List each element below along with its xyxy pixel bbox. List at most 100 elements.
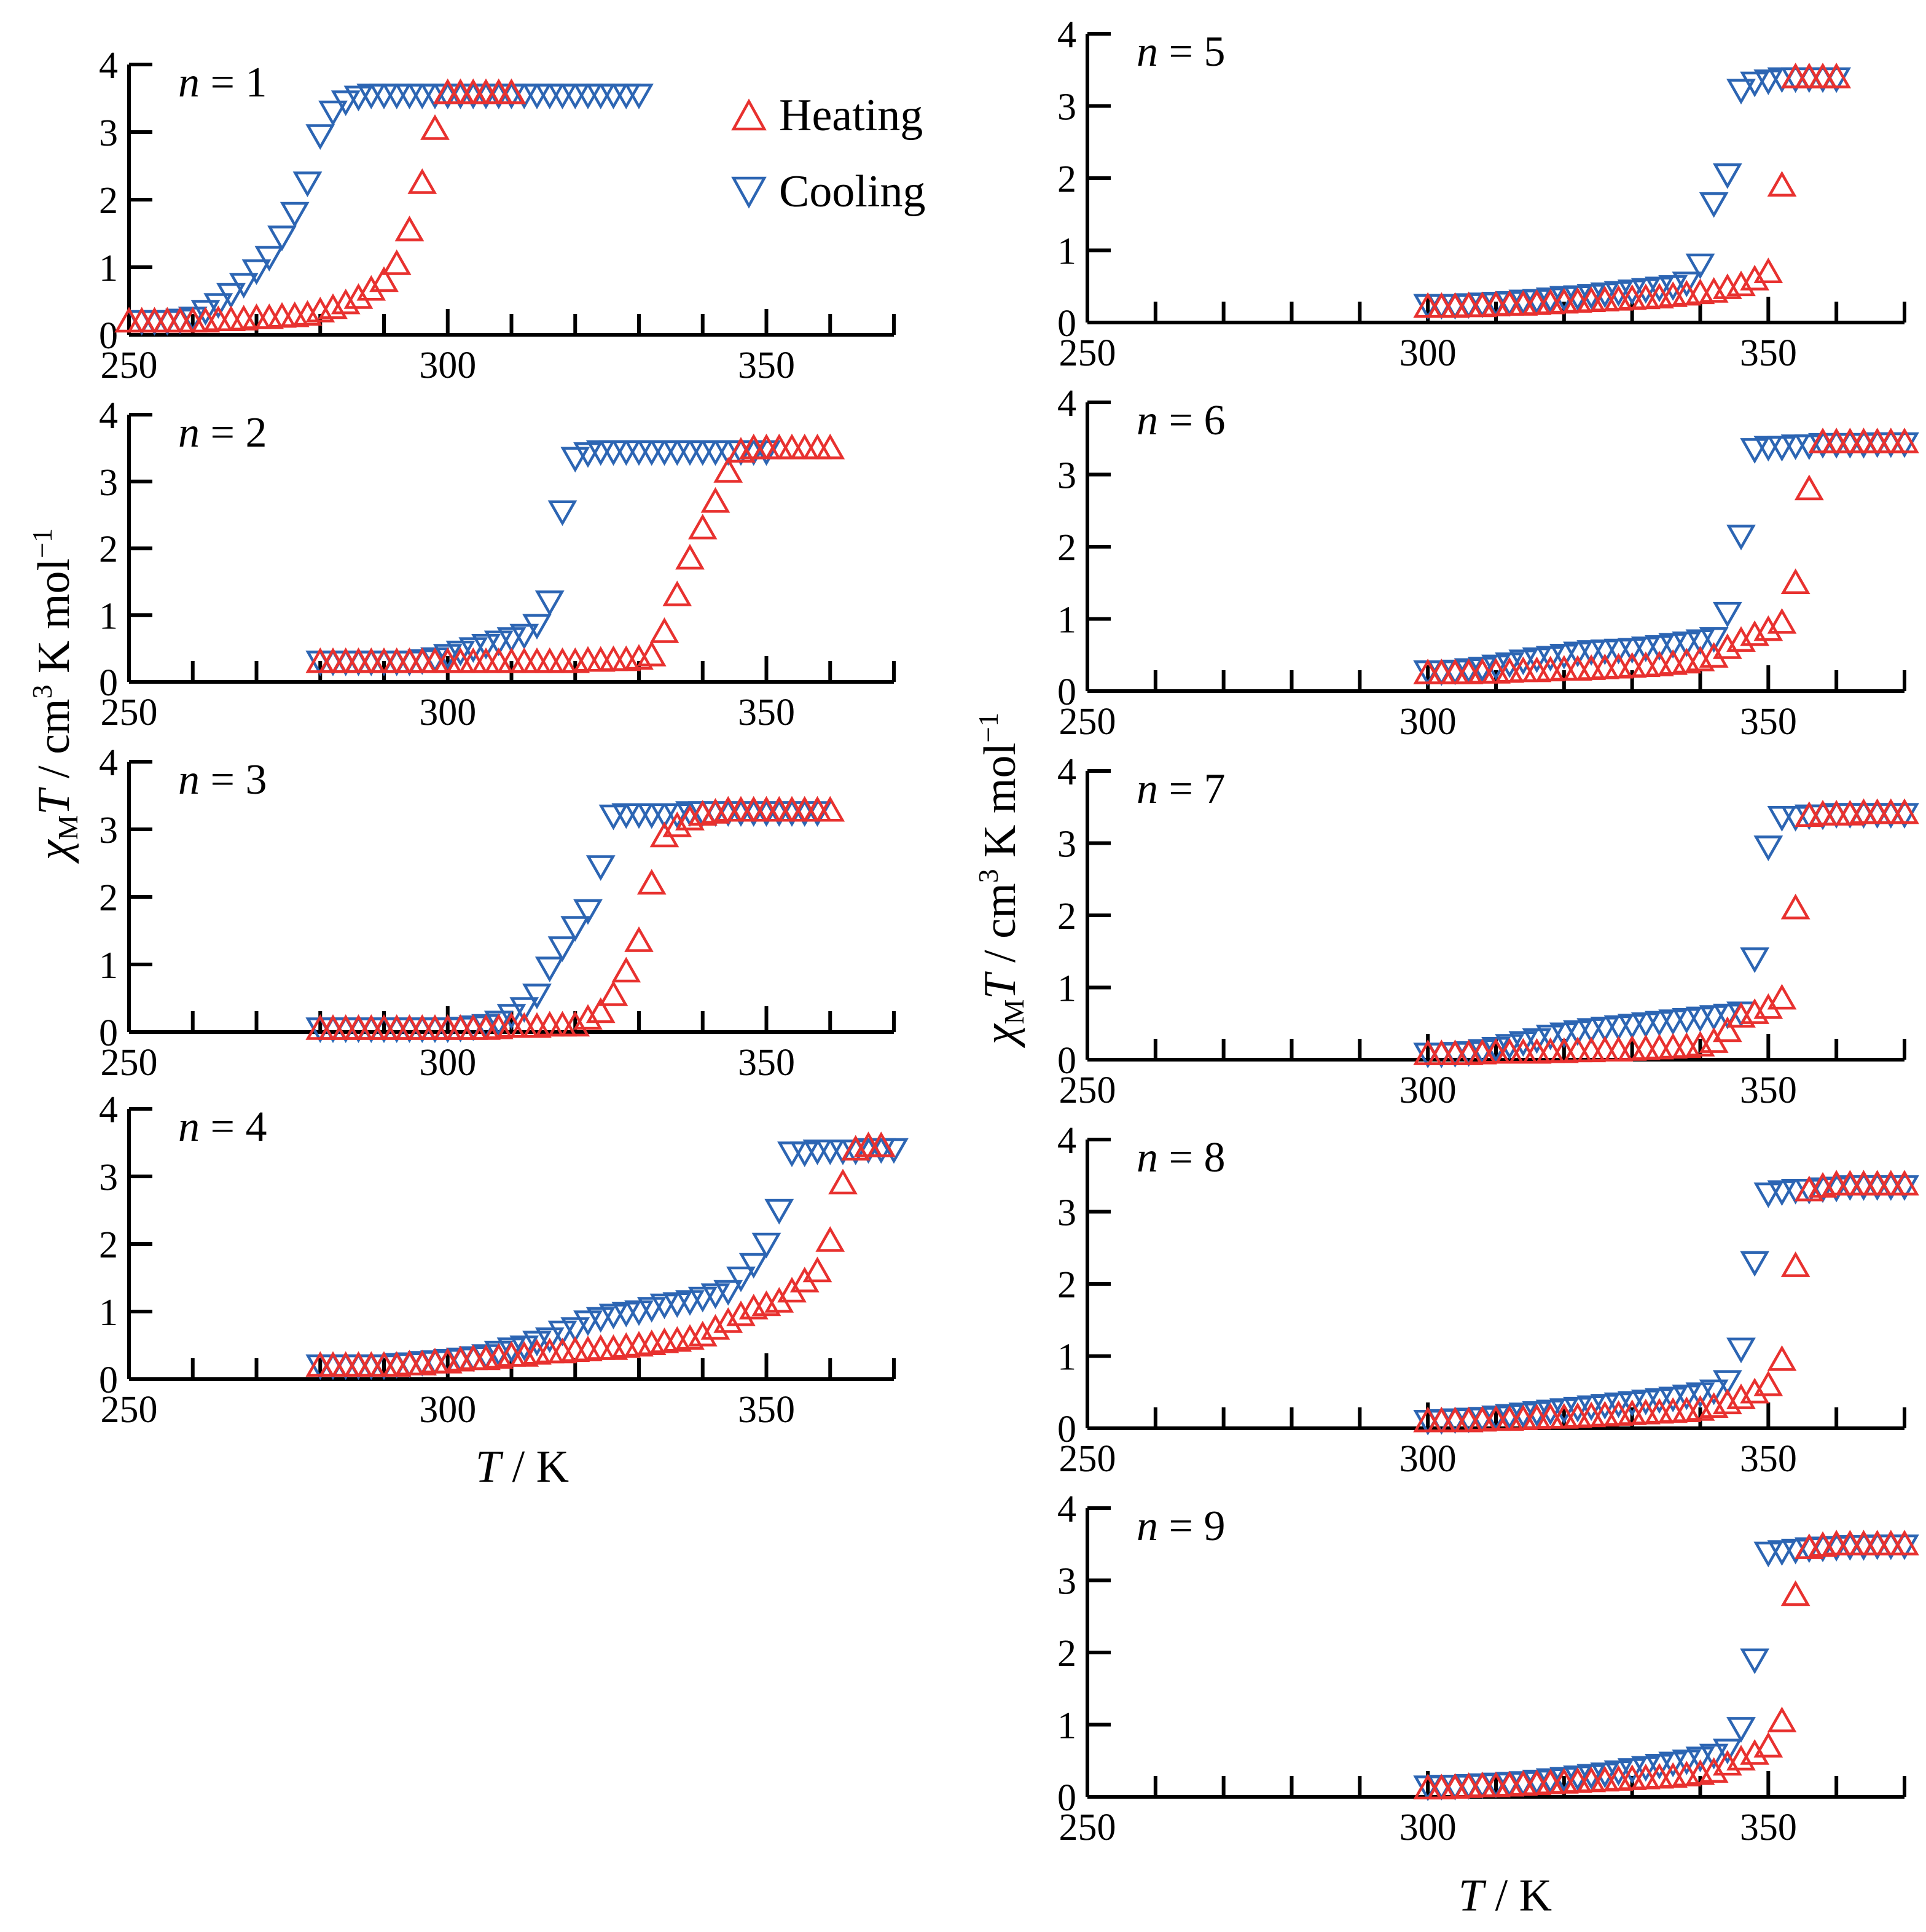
cooling-point (534, 590, 565, 617)
heating-point (382, 249, 412, 275)
heating-point (598, 980, 628, 1006)
heating-point (573, 1004, 603, 1030)
y-tick-label: 3 (1057, 1192, 1076, 1234)
heating-point (1780, 1251, 1811, 1277)
panel-n4: 250 300 350 0 1 2 3 4 n = 4 (99, 1089, 909, 1431)
heating-point (815, 1226, 845, 1252)
cooling-point (1753, 1182, 1783, 1208)
legend-cooling-marker (731, 176, 767, 209)
cooling-point (394, 84, 425, 110)
y-tick-label: 4 (1057, 1488, 1076, 1530)
y-tick-label: 4 (1057, 14, 1076, 56)
cooling-point (636, 440, 667, 466)
x-tick-label: 300 (1399, 1438, 1457, 1480)
heating-point (394, 215, 425, 241)
x-tick-label: 250 (1059, 1070, 1116, 1111)
heating-point (1699, 642, 1729, 668)
y-tick-label: 2 (99, 529, 118, 571)
heating-point (1767, 171, 1797, 197)
panel-n5: 250 300 350 0 1 2 3 4 n = 5 (1057, 14, 1906, 374)
cooling-point (203, 293, 233, 319)
y-tick-label: 2 (99, 877, 118, 919)
cooling-point (547, 1320, 577, 1347)
cooling-point (547, 500, 577, 526)
heating-point (1890, 1530, 1919, 1555)
x-tick-label: 300 (419, 1389, 476, 1431)
x-tick-label: 350 (738, 692, 795, 733)
panel-label: n = 8 (1137, 1134, 1225, 1181)
x-tick-label: 300 (419, 692, 476, 733)
heating-point (407, 168, 437, 194)
y-tick-label: 2 (1057, 1264, 1076, 1306)
cooling-point (560, 916, 590, 942)
cooling-point (573, 899, 603, 925)
y-tick-label: 2 (99, 180, 118, 222)
x-tick-label: 250 (1059, 332, 1116, 374)
heating-point (420, 114, 450, 140)
heating-point (662, 581, 692, 606)
cooling-point (522, 84, 552, 110)
cooling-point (611, 84, 641, 110)
y-axis-title-left: χMT / cm3 K mol−1 (26, 528, 84, 864)
cooling-point (1740, 438, 1770, 464)
heating-point (1740, 1738, 1770, 1765)
y-tick-label: 1 (99, 595, 118, 637)
y-tick-label: 4 (99, 395, 118, 437)
y-tick-label: 0 (99, 662, 118, 704)
cooling-point (522, 1331, 552, 1357)
cooling-point (382, 84, 412, 110)
cooling-point (343, 85, 374, 112)
heating-point (675, 804, 705, 831)
heating-point (866, 1131, 896, 1157)
cooling-point (547, 84, 577, 110)
x-tick-label: 350 (1740, 1807, 1797, 1848)
y-tick-label: 1 (1057, 231, 1076, 273)
x-tick-label: 300 (1399, 701, 1457, 743)
cooling-point (1767, 805, 1797, 832)
x-tick-label: 250 (101, 692, 158, 733)
panel-n2: 250 300 350 0 1 2 3 4 n = 2 (99, 395, 896, 733)
cooling-point (280, 201, 310, 228)
y-tick-label: 0 (99, 1012, 118, 1054)
heating-point (789, 433, 820, 460)
x-axis-title-left: T / K (476, 1442, 569, 1492)
heating-point (1767, 1707, 1797, 1732)
y-tick-label: 3 (1057, 455, 1076, 497)
cooling-point (534, 84, 565, 110)
x-tick-label: 300 (419, 345, 476, 386)
heating-point (700, 487, 730, 513)
x-tick-label: 350 (1740, 1438, 1797, 1480)
heating-point (1890, 798, 1919, 824)
y-tick-label: 1 (1057, 968, 1076, 1010)
heating-point (1753, 1370, 1783, 1396)
cooling-point (522, 984, 552, 1010)
panel-label: n = 6 (1137, 397, 1225, 444)
x-tick-label: 250 (1059, 1807, 1116, 1848)
y-tick-label: 3 (99, 810, 118, 851)
panel-n6: 250 300 350 0 1 2 3 4 n = 6 (1057, 383, 1919, 743)
heating-point (1890, 428, 1919, 453)
panel-n9: 250 300 350 0 1 2 3 4 n = 9 (1057, 1488, 1919, 1848)
heating-point (560, 1011, 590, 1037)
heating-point (1890, 1170, 1919, 1196)
heating-point (1699, 1757, 1729, 1783)
y-tick-label: 1 (1057, 1705, 1076, 1747)
cooling-point (573, 442, 603, 468)
cooling-point (726, 1266, 756, 1293)
heating-point (1740, 1377, 1770, 1404)
heating-point (1712, 633, 1742, 659)
heating-point (611, 956, 641, 983)
cooling-point (636, 803, 667, 829)
y-tick-label: 1 (99, 945, 118, 987)
cooling-point (560, 84, 590, 110)
panel-label: n = 1 (178, 59, 267, 106)
y-tick-label: 3 (99, 462, 118, 504)
y-tick-label: 4 (99, 742, 118, 784)
cooling-point (560, 447, 590, 473)
cooling-point (687, 440, 718, 466)
cooling-point (611, 440, 641, 466)
cooling-point (675, 440, 705, 466)
panel-n1: 250 300 350 0 1 2 3 4 n = 1 (99, 45, 896, 386)
heating-point (1794, 474, 1824, 501)
